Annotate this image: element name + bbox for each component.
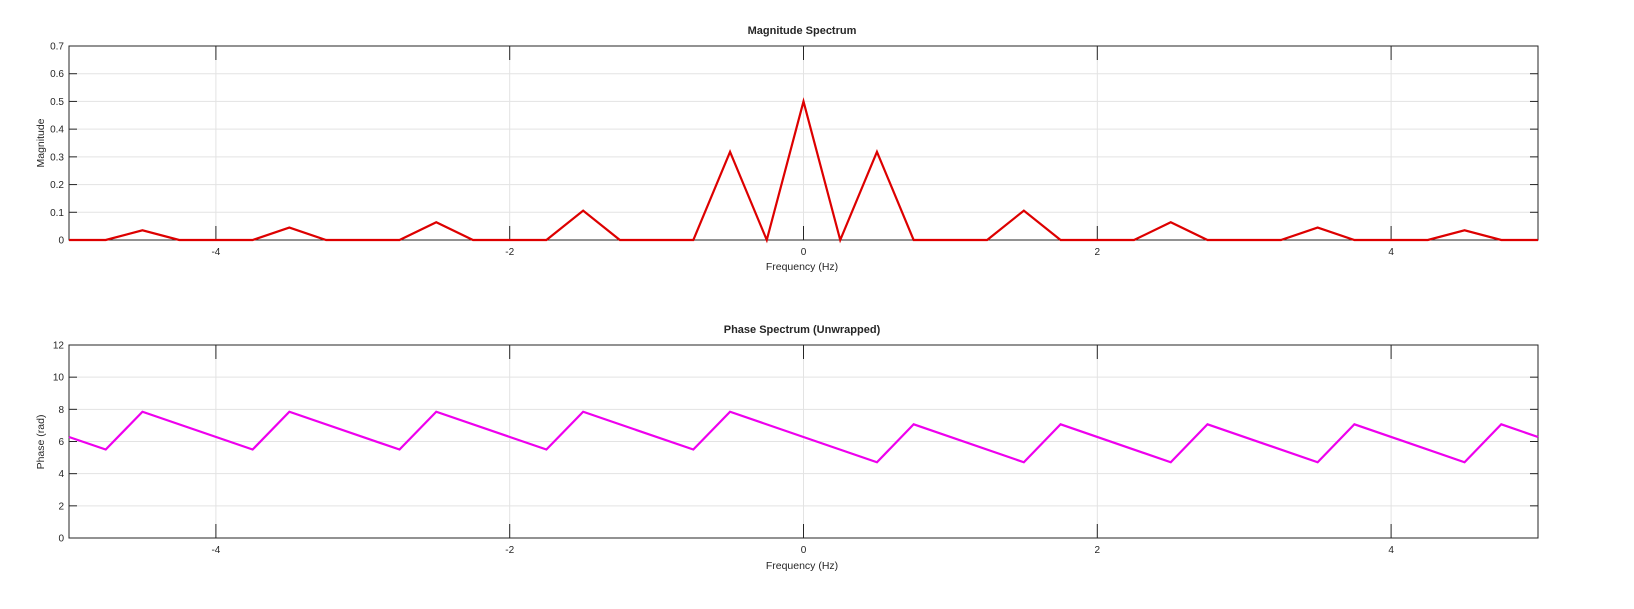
phase-x-tick-label: -2 (505, 545, 514, 556)
magnitude-y-tick-label: 0.5 (50, 97, 64, 108)
phase-x-tick-label: 2 (1095, 545, 1101, 556)
phase-y-tick-label: 0 (58, 534, 64, 545)
phase-y-tick-label: 10 (53, 373, 65, 384)
magnitude-x-tick-label: -2 (505, 247, 514, 258)
phase-x-tick-label: -4 (211, 545, 220, 556)
magnitude-x-tick-label: 2 (1095, 247, 1101, 258)
phase-ylabel: Phase (rad) (35, 415, 47, 470)
phase-x-tick-label: 4 (1388, 545, 1394, 556)
magnitude-y-tick-label: 0.3 (50, 152, 64, 163)
phase-y-tick-label: 8 (58, 405, 64, 416)
magnitude-ylabel: Magnitude (35, 118, 47, 167)
magnitude-xlabel: Frequency (Hz) (766, 261, 838, 273)
magnitude-series-line (69, 97, 1538, 244)
magnitude-y-tick-label: 0.2 (50, 180, 64, 191)
phase-axes: -4 -2 0 2 4 0 2 4 6 8 10 12 (53, 341, 1539, 556)
phase-y-tick-label: 2 (58, 501, 64, 512)
phase-y-tick-label: 4 (58, 469, 64, 480)
magnitude-x-tick-label: 4 (1388, 247, 1394, 258)
magnitude-x-tick-label: 0 (801, 247, 807, 258)
magnitude-axes: -4 -2 0 2 4 0 0.1 0.2 0.3 0.4 0.5 0.6 0.7 (50, 42, 1539, 258)
phase-xlabel: Frequency (Hz) (766, 560, 838, 572)
magnitude-y-tick-label: 0.7 (50, 42, 64, 53)
magnitude-y-tick-label: 0.6 (50, 69, 64, 80)
phase-x-tick-label: 0 (801, 545, 807, 556)
magnitude-y-tick-label: 0.4 (50, 125, 64, 136)
phase-y-tick-label: 6 (58, 437, 64, 448)
phase-title: Phase Spectrum (Unwrapped) (724, 324, 881, 336)
magnitude-title: Magnitude Spectrum (748, 25, 857, 37)
magnitude-y-tick-label: 0 (58, 236, 64, 247)
magnitude-plot: -4 -2 0 2 4 0 0.1 0.2 0.3 0.4 0.5 0.6 0.7 Magnitude … (35, 25, 1539, 273)
magnitude-x-tick-label: -4 (211, 247, 220, 258)
phase-plot: -4 -2 0 2 4 0 2 4 6 8 10 12 Phase Spectrum (Unwrapp… (35, 324, 1539, 572)
phase-series-line (68, 410, 1539, 464)
magnitude-y-tick-label: 0.1 (50, 208, 64, 219)
phase-y-tick-label: 12 (53, 341, 65, 352)
